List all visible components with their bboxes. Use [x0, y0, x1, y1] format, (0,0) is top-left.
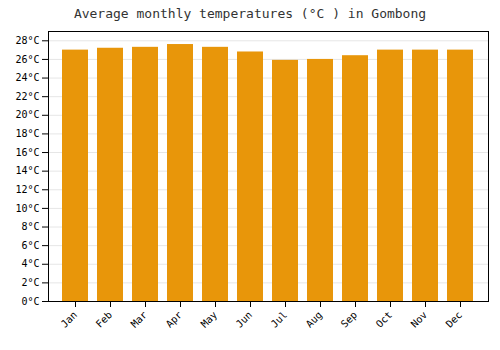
html-text:Average monthly temperatures (: Average monthly temperatures (°C ) in Go… — [73, 6, 427, 21]
svg-text:22°C: 22°C — [15, 91, 39, 102]
svg-text:24°C: 24°C — [15, 72, 39, 83]
svg-text:14°C: 14°C — [15, 165, 39, 176]
svg-text:May: May — [199, 309, 220, 330]
svg-text:0°C: 0°C — [21, 296, 39, 307]
svg-text:Nov: Nov — [409, 309, 430, 330]
svg-text:6°C: 6°C — [21, 240, 39, 251]
svg-text:Sep: Sep — [339, 309, 360, 330]
svg-text:26°C: 26°C — [15, 54, 39, 65]
svg-text:Jun: Jun — [234, 309, 255, 330]
svg-text:16°C: 16°C — [15, 147, 39, 158]
svg-text:4°C: 4°C — [21, 258, 39, 269]
svg-text:Mar: Mar — [129, 309, 150, 330]
svg-text:12°C: 12°C — [15, 184, 39, 195]
svg-text:18°C: 18°C — [15, 128, 39, 139]
svg-text:Apr: Apr — [164, 309, 185, 330]
svg-text:8°C: 8°C — [21, 221, 39, 232]
svg-text:28°C: 28°C — [15, 35, 39, 46]
svg-text:Feb: Feb — [94, 309, 115, 330]
svg-text:20°C: 20°C — [15, 109, 39, 120]
svg-text:10°C: 10°C — [15, 203, 39, 214]
svg-text:Jul: Jul — [269, 309, 290, 330]
svg-text:Oct: Oct — [374, 309, 395, 330]
svg-text:Jan: Jan — [59, 309, 80, 330]
svg-text:2°C: 2°C — [21, 277, 39, 288]
svg-text:Aug: Aug — [304, 309, 325, 330]
svg-text:Dec: Dec — [444, 309, 465, 330]
